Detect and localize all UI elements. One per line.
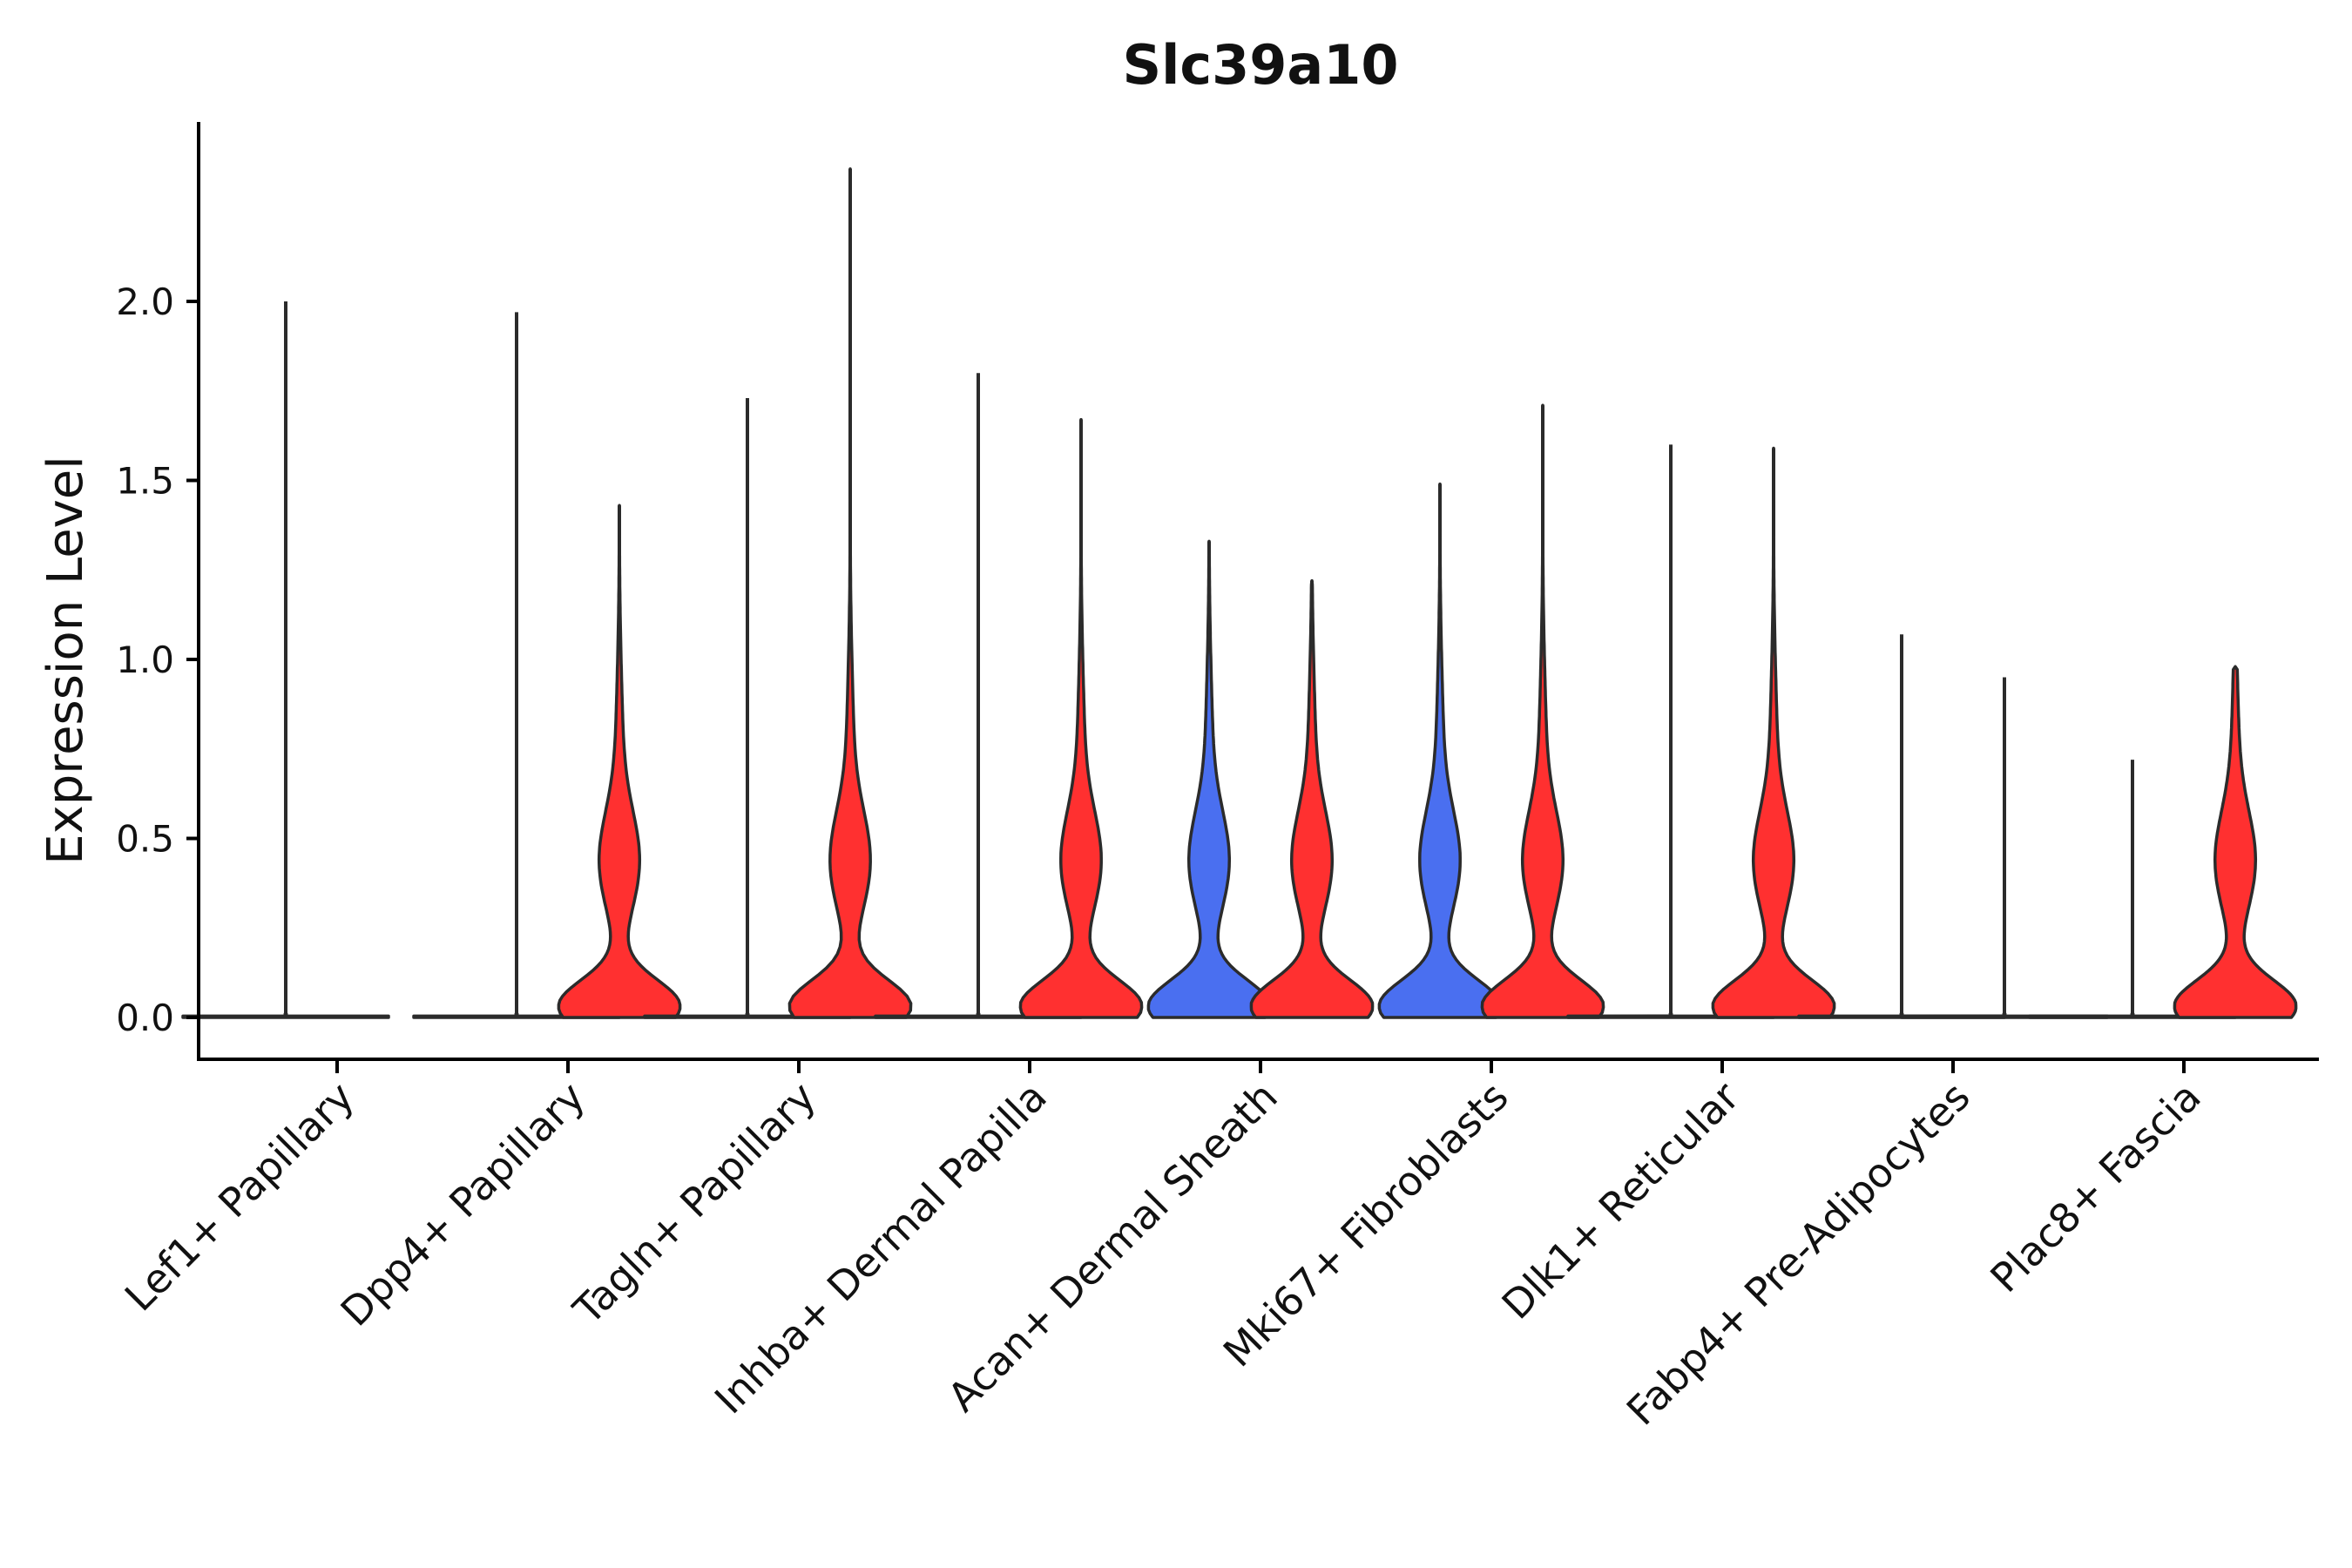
violin-acan-dermal-sheath-a	[1146, 539, 1272, 1019]
y-tick-label: 1.0	[116, 639, 174, 681]
x-tick-label: Plac8+ Fascia	[1981, 1073, 2209, 1301]
violin-inhba-dermal-papilla-b	[1018, 417, 1144, 1019]
violin-mki67-fibroblasts-b	[1480, 403, 1605, 1019]
y-axis-ticks: 0.0 0.5 1.0 1.5 2.0	[116, 280, 199, 1039]
y-tick-label: 2.0	[116, 280, 174, 323]
x-tick-label: Dlk1+ Reticular	[1493, 1073, 1748, 1328]
chart-title: Slc39a10	[1122, 33, 1398, 97]
violin-plac8-fascia-b	[2173, 665, 2298, 1019]
violin-lef1-papillary-a	[181, 1012, 390, 1019]
y-tick-label: 0.5	[116, 818, 174, 861]
y-axis-title: Expression Level	[37, 456, 94, 865]
violin-dpp4-papillary-b	[557, 504, 682, 1019]
y-tick-label: 0.0	[116, 997, 174, 1039]
violin-layer	[181, 167, 2298, 1019]
x-tick-label: Lef1+ Papillary	[116, 1073, 363, 1321]
violin-dlk1-reticular-b	[1711, 446, 1836, 1019]
x-tick-label: Tagln+ Papillary	[564, 1073, 825, 1335]
violin-acan-dermal-sheath-b	[1249, 578, 1375, 1019]
violin-mki67-fibroblasts-a	[1377, 482, 1503, 1019]
violin-tagln-papillary-b	[787, 167, 913, 1019]
x-tick-label: Dpp4+ Papillary	[332, 1073, 594, 1335]
y-tick-label: 1.5	[116, 460, 174, 503]
